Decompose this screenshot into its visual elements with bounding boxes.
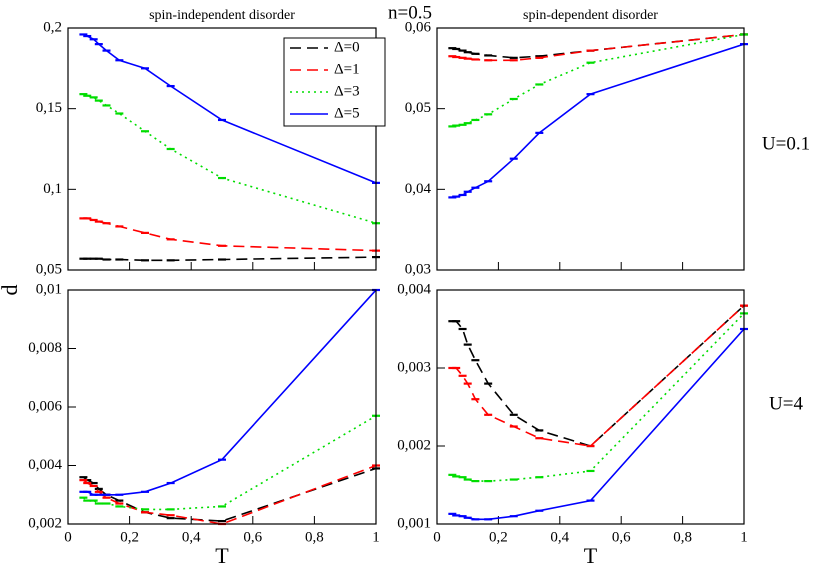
x-tick-label: 0,4: [182, 529, 201, 545]
x-tick-label: 1: [740, 529, 748, 545]
y-tick-label: 0,004: [397, 281, 431, 297]
y-tick-label: 0,04: [405, 181, 432, 197]
y-tick-label: 0,03: [405, 261, 431, 277]
series-line: [82, 467, 376, 522]
x-tick-label: 0,6: [243, 529, 262, 545]
series-line: [452, 305, 744, 447]
row-label: U=4: [769, 393, 803, 414]
x-tick-label: 0: [64, 529, 72, 545]
figure-title: n=0.5: [388, 2, 432, 23]
y-tick-label: 0,2: [43, 19, 62, 35]
series-line: [83, 256, 376, 262]
y-tick-label: 0,002: [397, 437, 431, 453]
plot-frame: [436, 289, 745, 525]
legend-label: Δ=3: [334, 83, 360, 99]
x-axis-label: T: [584, 543, 598, 568]
y-tick-label: 0,002: [28, 515, 62, 531]
series-line: [83, 290, 376, 496]
y-tick-label: 0,006: [28, 398, 62, 414]
legend-label: Δ=1: [334, 61, 360, 77]
plot-frame: [67, 289, 377, 525]
x-tick-label: 0,2: [489, 529, 508, 545]
y-tick-label: 0,15: [36, 100, 62, 116]
y-tick-label: 0,001: [397, 515, 431, 531]
y-axis-label: d: [0, 285, 22, 296]
x-tick-label: 1: [372, 529, 380, 545]
x-tick-label: 0: [433, 529, 441, 545]
series-line: [452, 312, 744, 482]
x-tick-label: 0,2: [120, 529, 139, 545]
legend-label: Δ=5: [334, 105, 360, 121]
y-tick-label: 0,003: [397, 359, 431, 375]
y-tick-label: 0,004: [28, 457, 62, 473]
legend-label: Δ=0: [334, 39, 360, 55]
x-axis-label: T: [215, 543, 229, 568]
y-tick-label: 0,05: [405, 100, 431, 116]
x-tick-label: 0,8: [673, 529, 692, 545]
x-tick-label: 0,8: [305, 529, 324, 545]
series-line: [452, 33, 744, 59]
series-line: [452, 43, 744, 199]
x-tick-label: 0,4: [550, 529, 569, 545]
series-line: [82, 415, 376, 511]
series-line: [452, 305, 744, 447]
y-tick-label: 0,01: [36, 281, 62, 297]
series-line: [83, 217, 376, 252]
x-tick-label: 0,6: [612, 529, 631, 545]
series-line: [82, 464, 376, 524]
chart-title: spin-dependent disorder: [523, 8, 658, 23]
y-tick-label: 0,008: [28, 340, 62, 356]
chart-title: spin-independent disorder: [149, 8, 295, 23]
y-tick-label: 0,05: [36, 261, 62, 277]
series-line: [452, 33, 744, 128]
y-tick-label: 0,06: [405, 19, 432, 35]
row-label: U=0.1: [762, 133, 810, 154]
plot-frame: [436, 27, 745, 271]
series-line: [83, 33, 376, 184]
series-line: [452, 328, 744, 521]
legend-box: [283, 37, 386, 127]
plot-frame: [67, 27, 377, 271]
y-tick-label: 0,1: [43, 181, 62, 197]
